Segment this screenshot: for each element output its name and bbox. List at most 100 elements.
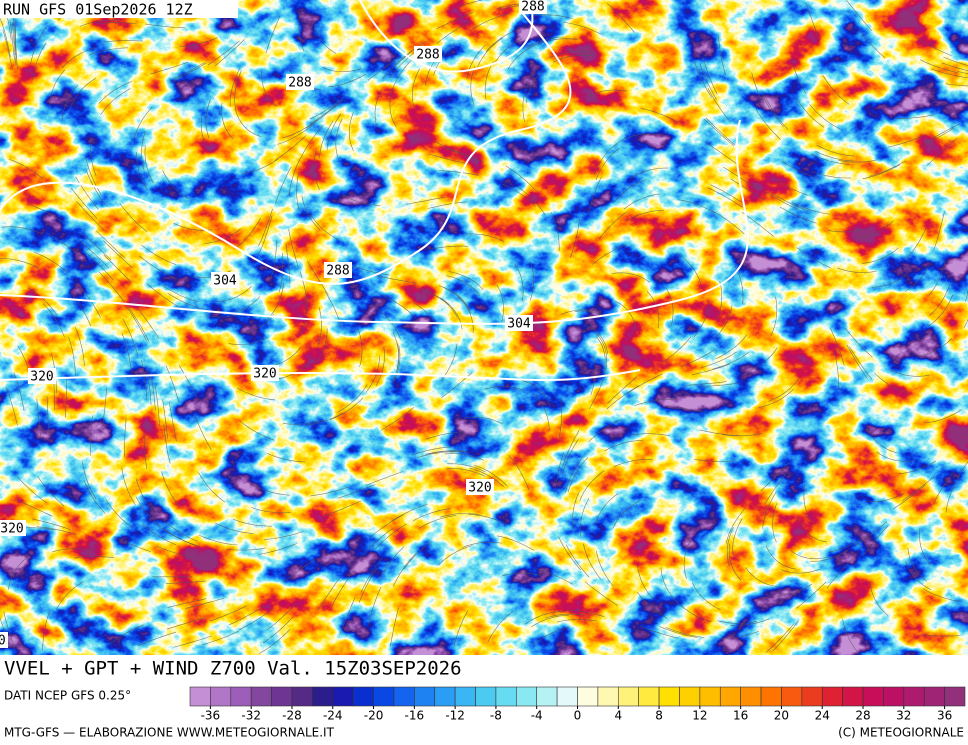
streamline	[487, 610, 514, 642]
streamline	[667, 407, 707, 413]
streamline	[171, 62, 207, 84]
streamline	[728, 543, 742, 581]
streamline	[369, 514, 404, 538]
streamline	[329, 397, 364, 421]
streamline	[583, 324, 608, 355]
streamline	[390, 607, 399, 647]
streamline	[957, 71, 968, 75]
streamline	[16, 475, 47, 504]
streamline	[522, 82, 529, 122]
streamline	[122, 318, 139, 356]
streamline	[145, 365, 152, 406]
streamline	[69, 292, 92, 327]
streamline	[165, 365, 180, 404]
streamline	[965, 288, 968, 302]
colorbar-swatch	[617, 686, 639, 707]
streamline	[232, 518, 272, 527]
colorbar-swatch	[516, 686, 538, 707]
streamline	[815, 151, 855, 162]
streamline	[365, 355, 380, 393]
streamline	[555, 452, 564, 492]
streamline	[124, 417, 127, 458]
streamline	[830, 328, 845, 366]
streamline	[98, 81, 132, 104]
streamline	[715, 334, 747, 360]
streamline	[764, 471, 788, 505]
streamline	[128, 307, 150, 342]
streamline	[665, 627, 705, 638]
streamline	[299, 271, 309, 311]
streamline	[596, 336, 606, 375]
streamline	[65, 377, 67, 418]
streamline	[360, 557, 383, 593]
streamline	[56, 581, 85, 610]
streamline	[587, 176, 602, 215]
streamline	[214, 39, 245, 67]
streamline	[637, 564, 655, 601]
streamline	[436, 21, 471, 44]
streamline	[309, 97, 344, 120]
streamline	[258, 208, 273, 247]
streamline	[797, 517, 827, 543]
streamline	[945, 83, 968, 87]
streamline	[558, 398, 563, 438]
streamline	[425, 431, 465, 440]
streamline	[484, 61, 494, 100]
streamline	[722, 433, 763, 437]
streamline	[710, 184, 746, 205]
streamline	[389, 88, 397, 128]
streamline	[560, 309, 600, 315]
streamline	[446, 147, 485, 163]
streamline	[711, 210, 745, 235]
streamline	[251, 484, 291, 496]
streamline	[37, 475, 65, 507]
streamline	[745, 567, 780, 587]
streamline	[774, 583, 813, 597]
map-title: VVEL + GPT + WIND Z700 Val. 15Z03SEP2026	[4, 658, 462, 680]
streamline	[630, 167, 669, 179]
streamline	[425, 450, 465, 455]
streamline	[140, 359, 148, 400]
streamline	[446, 275, 481, 296]
streamline	[588, 419, 622, 443]
streamline	[811, 171, 851, 179]
streamline	[593, 142, 618, 176]
data-source: DATI NCEP GFS 0.25°	[4, 689, 131, 703]
streamline	[235, 217, 261, 249]
streamline	[403, 541, 433, 570]
colorbar-tick-label: 8	[655, 709, 663, 723]
colorbar-swatch	[291, 686, 313, 707]
contour-label: 320	[468, 481, 491, 496]
streamline	[871, 273, 909, 288]
streamline	[108, 624, 144, 645]
streamline	[374, 523, 407, 550]
streamline	[627, 373, 663, 394]
streamline	[225, 547, 266, 551]
streamline	[895, 114, 936, 119]
streamline	[462, 541, 502, 548]
streamline	[765, 624, 794, 653]
streamline	[317, 576, 341, 611]
streamline	[810, 153, 850, 165]
colorbar-swatch	[923, 686, 945, 707]
streamline	[79, 240, 109, 269]
streamline	[746, 347, 778, 373]
streamline	[457, 296, 474, 333]
colorbar-swatch	[699, 686, 721, 707]
colorbar-tick-label: 32	[896, 709, 911, 723]
streamline	[113, 536, 151, 552]
streamline	[309, 100, 343, 125]
streamline	[700, 382, 741, 387]
streamline	[514, 263, 524, 302]
streamline	[707, 187, 743, 208]
streamline	[328, 73, 367, 88]
streamline	[607, 376, 638, 404]
streamline	[614, 179, 647, 202]
streamline	[791, 202, 831, 215]
streamline	[135, 305, 160, 339]
streamline	[732, 518, 743, 557]
streamline	[572, 491, 580, 531]
streamline	[0, 18, 11, 58]
streamline	[105, 498, 133, 529]
streamline	[625, 209, 664, 222]
